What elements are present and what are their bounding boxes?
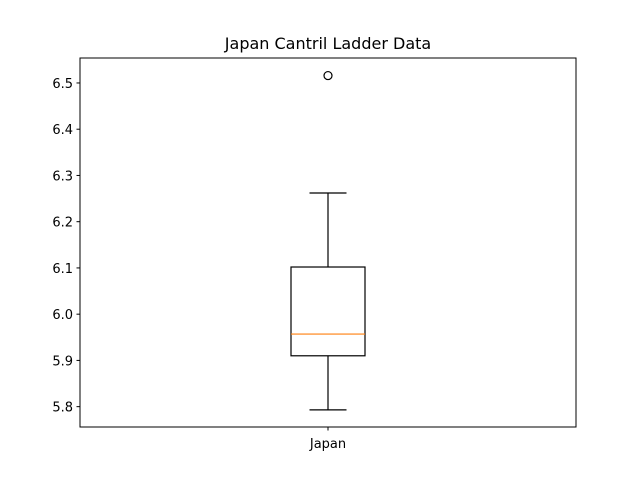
box-iqr — [290, 266, 366, 357]
y-tick-label: 6.1 — [52, 262, 73, 277]
y-tick-label: 6.2 — [52, 216, 73, 231]
y-tick-label: 6.0 — [52, 308, 73, 323]
outlier-point — [323, 70, 333, 81]
y-tick-label: 6.5 — [52, 77, 73, 92]
y-tick-label: 6.3 — [52, 169, 73, 184]
y-tick-label: 5.9 — [52, 354, 73, 369]
plot-area: 5.8 5.9 6.0 6.1 6.2 6.3 6.4 6.5 Japan — [52, 70, 366, 452]
chart-title: Japan Cantril Ladder Data — [224, 34, 431, 53]
plot-frame — [79, 57, 577, 428]
x-tick-label: Japan — [309, 437, 346, 452]
y-tick-label: 5.8 — [52, 401, 73, 416]
y-tick-label: 6.4 — [52, 123, 73, 138]
